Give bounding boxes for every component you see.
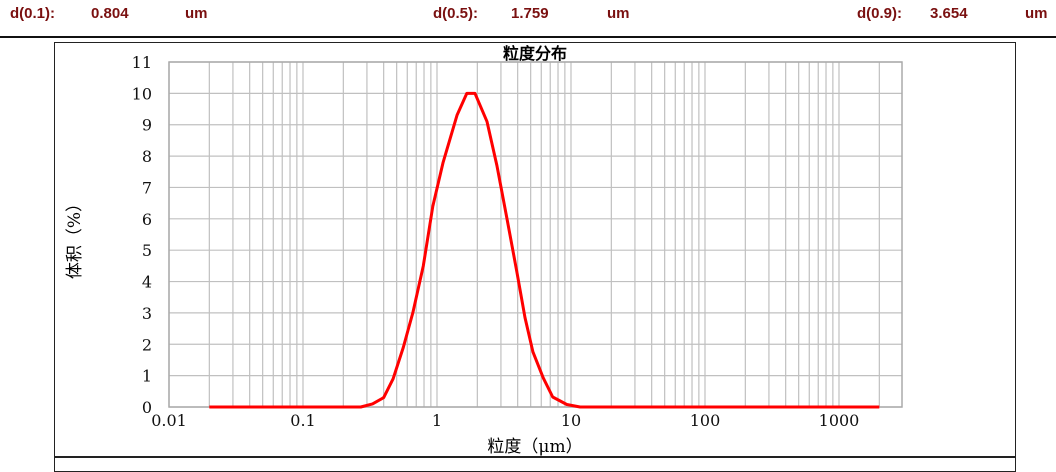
y-tick-label: 9 — [142, 116, 152, 135]
y-tick-label: 8 — [142, 147, 152, 166]
y-tick-label: 4 — [142, 273, 152, 292]
x-tick-label: 100 — [690, 411, 721, 430]
y-tick-label: 6 — [142, 210, 152, 229]
d10-label: d(0.1): — [10, 5, 55, 22]
d90-unit: um — [1025, 5, 1048, 22]
x-tick-label: 10 — [561, 411, 581, 430]
y-tick-label: 3 — [142, 304, 152, 323]
x-ticks: 0.01 0.1 1 10 100 1000 — [151, 411, 859, 430]
d90-label: d(0.9): — [857, 5, 902, 22]
chart-frame-bottom — [54, 456, 1016, 458]
d50-label: d(0.5): — [433, 5, 478, 22]
y-tick-label: 5 — [142, 241, 152, 260]
grid — [168, 61, 902, 408]
d50-value: 1.759 — [511, 5, 549, 22]
d10-value: 0.804 — [91, 5, 129, 22]
x-tick-label: 0.1 — [290, 411, 315, 430]
y-ticks: 0 1 2 3 4 5 6 7 8 9 10 11 — [132, 53, 152, 417]
header-divider — [0, 36, 1056, 38]
chart-title: 粒度分布 — [503, 44, 567, 63]
y-tick-label: 10 — [132, 84, 152, 103]
d90-value: 3.654 — [930, 5, 968, 22]
y-tick-label: 11 — [132, 53, 152, 72]
x-tick-label: 0.01 — [151, 411, 187, 430]
d10-unit: um — [185, 5, 208, 22]
plot-area — [168, 61, 903, 408]
particle-size-chart: 0 1 2 3 4 5 6 7 8 9 10 11 0.01 0.1 1 10 100 1000 粒度分布 粒度… — [65, 44, 903, 457]
y-tick-label: 0 — [142, 398, 152, 417]
x-tick-label: 1 — [432, 411, 442, 430]
x-axis-label: 粒度（μm） — [487, 437, 582, 457]
d50-unit: um — [607, 5, 630, 22]
volume-curve — [209, 91, 880, 409]
y-tick-label: 7 — [142, 178, 152, 197]
y-tick-label: 1 — [142, 367, 152, 386]
y-axis-label: 体积（%） — [65, 195, 85, 279]
x-tick-label: 1000 — [819, 411, 860, 430]
y-tick-label: 2 — [142, 335, 152, 354]
